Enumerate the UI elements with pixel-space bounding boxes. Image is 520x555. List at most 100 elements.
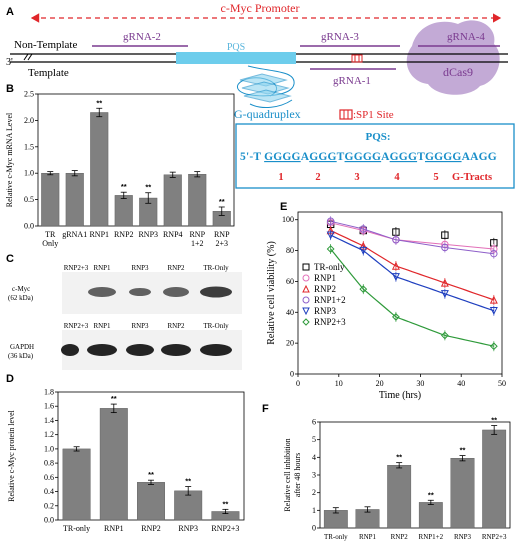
cmyc-band-rnp3 [129,288,151,296]
series-rnp1 [326,217,498,255]
x-tick-label: TR Only [42,230,58,248]
bar [62,448,91,521]
y-axis-label: Relative cell inhibitionafter 48 hours [283,438,302,511]
x-tick-label: RNP2+3 [482,533,507,541]
y-tick-label: 1.4 [44,416,54,425]
pqs-g-tract: GGG [309,151,336,163]
pqs-box [235,123,515,189]
data-point [440,290,449,299]
x-tick-label: RNP2 [391,533,409,541]
data-point [489,307,498,316]
panel-label-e: E [280,201,287,213]
y-tick-label: 0.4 [44,487,54,496]
legend-entry: RNP1 [314,273,336,283]
x-tick-label: RNP3 [454,533,472,541]
significance-marker: ** [111,394,117,403]
g-quadruplex-label: G-quadruplex [234,107,301,121]
pqs-linker: T [417,151,425,163]
series-rnp2-3 [326,244,498,352]
data-point [302,307,310,316]
data-point [302,263,310,271]
data-point [326,217,335,225]
x-tick-label: 20 [376,379,384,388]
lane-label: RNP1 [93,322,111,330]
y-tick-label: 4 [312,453,316,462]
cmyc-band-tr-only [200,286,232,298]
x-axis-label: Time (hrs) [379,390,421,401]
data-point [302,284,310,293]
pqs-g-tract: GGG [390,151,417,163]
y-tick-label: 0.5 [24,195,34,204]
g-tract-number: 4 [394,172,400,183]
x-tick-label: TR-only [63,524,90,533]
chart-b-mrna: 0.0 0.5 1.0 1.5 2.0 2.5 TR Only gRNA1 ** RNP1 ** RNP… [5,90,235,248]
y-tick-label: 1 [312,506,316,515]
significance-marker: ** [96,98,102,107]
non-template-label: Non-Template [14,39,77,51]
x-tick-label: RNP3 [138,230,158,239]
x-tick-label: RNP1 [89,230,109,239]
grna2-label: gRNA-2 [123,31,161,43]
pqs-prefix: 5'-T [240,151,261,163]
panel-label-c: C [6,253,14,265]
y-axis-label: Relative cell viability (%) [266,241,277,345]
fit-curve [330,248,494,347]
y-tick-label: 5 [312,435,316,444]
x-tick-label: 0 [296,379,300,388]
data-point [391,273,400,282]
cmyc-blot [62,272,242,314]
pqs-region-label: PQS [227,42,245,53]
legend-entry: RNP2 [314,284,336,294]
gapdh-blot-label: GAPDH [10,343,34,351]
x-tick-label: RNP4 [163,230,183,239]
lane-label: RNP3 [131,264,149,272]
panel-label-b: B [6,83,14,95]
y-tick-label: 0.8 [44,459,54,468]
bar [450,458,475,529]
series-rnp2 [326,225,498,305]
grna4-label: gRNA-4 [447,31,485,43]
panel-label-d: D [6,373,14,385]
series-rnp1-2 [326,216,498,259]
dcas9-label: dCas9 [443,65,473,79]
y-tick-label: 0.2 [44,501,54,510]
bar [65,172,84,227]
pqs-region [176,52,296,64]
gapdh-band-rnp3 [126,344,154,356]
panel-d: D 0.0 0.2 0.4 0.6 0.8 1.0 1.2 1.4 1.6 1.8 TR-only *… [6,373,245,533]
significance-marker: ** [219,197,225,206]
pqs-linker: A [381,151,390,163]
sp1-legend-label: :SP1 Site [353,109,394,121]
chart-e-viability: 0 10 20 30 40 50 0 20 40 60 80 100 Time (hrs) Relativ… [266,211,506,401]
panel-c: C c-Myc (62 kDa) RNP2+3 RNP1 RNP3 RNP2 TR-On… [6,253,242,370]
legend-entry: TR-only [314,262,345,272]
gapdh-band-rnp2-3 [61,344,79,356]
pqs-linker: AAGG [462,151,497,163]
sp1-legend-icon [339,109,353,120]
three-prime-label: 3' [6,57,13,68]
significance-marker: ** [185,477,191,486]
gapdh-band-rnp1 [87,344,117,356]
cmyc-lane-labels: RNP2+3 RNP1 RNP3 RNP2 TR-Only [64,264,229,272]
y-tick-label: 2.0 [24,116,34,125]
lane-label: RNP3 [131,322,149,330]
grna3-label: gRNA-3 [321,31,359,43]
y-tick-label: 0.0 [24,222,34,231]
data-point [302,274,310,282]
data-point [302,318,310,326]
legend-entry: RNP3 [314,306,337,316]
g-quadruplex-illustration [237,65,295,108]
y-tick-label: 1.2 [44,430,54,439]
panel-b: B 0.0 0.5 1.0 1.5 2.0 2.5 TR Only gRNA1 ** RNP1 ** R… [5,83,235,248]
bar [137,482,165,521]
g-tracts-label: G-Tracts [452,172,492,183]
lane-label: RNP2+3 [64,264,89,272]
bar [482,429,507,529]
dcas9-shape [406,20,500,95]
plot-frame [37,93,235,227]
x-tick-label: RNP2+3 [211,524,239,533]
data-point [440,331,449,340]
series-rnp3 [326,230,498,316]
